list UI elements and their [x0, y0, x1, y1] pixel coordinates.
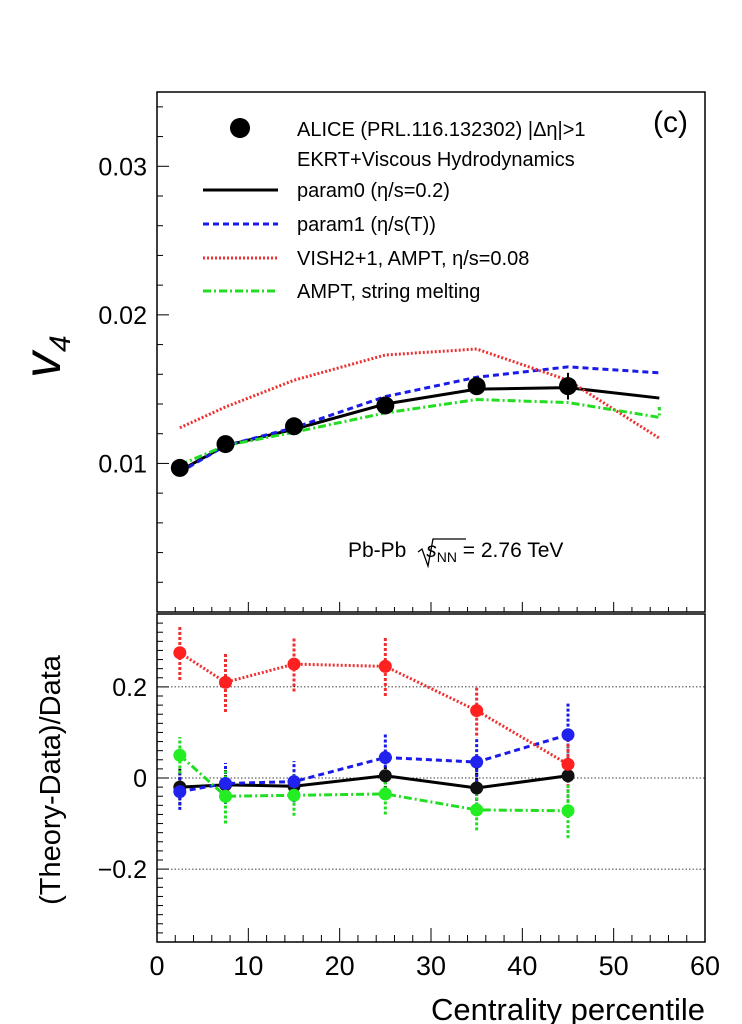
annotation-s: s	[426, 539, 437, 562]
ratio-point-ampt	[173, 748, 187, 762]
x-tick-label: 0	[149, 951, 164, 981]
alice-data-point	[285, 417, 303, 436]
bottom-y-axis-label: (Theory-Data)/Data	[35, 654, 67, 905]
alice-data-point	[467, 377, 486, 396]
alice-data-point	[559, 377, 577, 396]
top-curve-ampt	[179, 398, 661, 467]
top-curve-param0	[179, 386, 660, 473]
top-y-tick-label: 0.02	[98, 302, 147, 330]
x-tick-label: 30	[416, 951, 446, 981]
panel-label: (c)	[653, 106, 688, 139]
ratio-point-vish2-1	[378, 659, 392, 673]
legend-param1-label: param1 (η/s(T))	[297, 214, 436, 236]
ratio-point-vish2-1	[287, 657, 301, 671]
ratio-curve-ampt	[178, 754, 569, 813]
annotation-energy: = 2.76 TeV	[457, 539, 563, 562]
legend-alice-marker	[230, 118, 250, 138]
legend-group-header: EKRT+Viscous Hydrodynamics	[297, 149, 575, 171]
annotation-nn: NN	[437, 549, 457, 565]
ratio-point-param1	[219, 776, 232, 790]
alice-data-point	[376, 396, 395, 415]
v-symbol: v	[14, 349, 72, 378]
x-tick-label: 40	[507, 951, 537, 981]
ratio-point-ampt	[219, 789, 232, 803]
top-y-tick-label: 0.01	[98, 450, 147, 478]
top-y-tick-label: 0.03	[98, 153, 147, 181]
x-tick-label: 20	[325, 951, 355, 981]
ratio-point-vish2-1	[173, 646, 187, 660]
ratio-point-param1	[561, 728, 575, 742]
ratio-point-param1	[173, 785, 187, 799]
ratio-point-vish2-1	[561, 757, 575, 771]
legend-alice-label: ALICE (PRL.116.132302) |Δη|>1	[297, 119, 586, 141]
ratio-curve-param1	[179, 733, 569, 794]
sqrt-symbol	[417, 538, 466, 569]
top-y-axis-label: v4	[14, 335, 77, 378]
ratio-point-ampt	[378, 787, 392, 801]
ratio-point-vish2-1	[470, 704, 484, 718]
collision-annotation: Pb-Pb sNN = 2.76 TeV	[348, 539, 563, 565]
ratio-point-param1	[287, 775, 301, 789]
ratio-point-param1	[470, 755, 484, 769]
top-curve-vish2-1	[179, 347, 661, 440]
x-tick-label: 10	[233, 951, 263, 981]
bottom-y-tick-label: 0	[133, 765, 147, 793]
ratio-point-ampt	[561, 804, 575, 818]
ratio-point-param0	[378, 769, 392, 783]
ratio-point-param0	[561, 769, 575, 783]
ratio-point-vish2-1	[219, 675, 232, 689]
legend-ampt-label: AMPT, string melting	[297, 281, 480, 303]
annotation-prefix: Pb-Pb	[348, 539, 412, 562]
v-subscript: 4	[44, 335, 77, 352]
x-tick-label: 50	[599, 951, 629, 981]
bottom-y-tick-label: 0.2	[112, 674, 147, 702]
bottom-y-tick-label: −0.2	[98, 856, 147, 884]
ratio-point-param1	[378, 751, 392, 764]
x-axis-label: Centrality percentile	[431, 992, 705, 1024]
legend-vish-label: VISH2+1, AMPT, η/s=0.08	[297, 248, 529, 270]
ratio-curve-param0	[179, 774, 569, 790]
x-tick-label: 60	[690, 951, 720, 981]
ratio-point-ampt	[470, 803, 484, 817]
ratio-curve-vish2-1	[179, 651, 569, 766]
alice-data-point	[170, 458, 189, 477]
top-curve-param1	[179, 365, 660, 474]
alice-data-point	[216, 435, 235, 454]
ratio-point-ampt	[287, 788, 301, 802]
legend-param0-label: param0 (η/s=0.2)	[297, 180, 450, 202]
ratio-point-param0	[470, 781, 484, 795]
